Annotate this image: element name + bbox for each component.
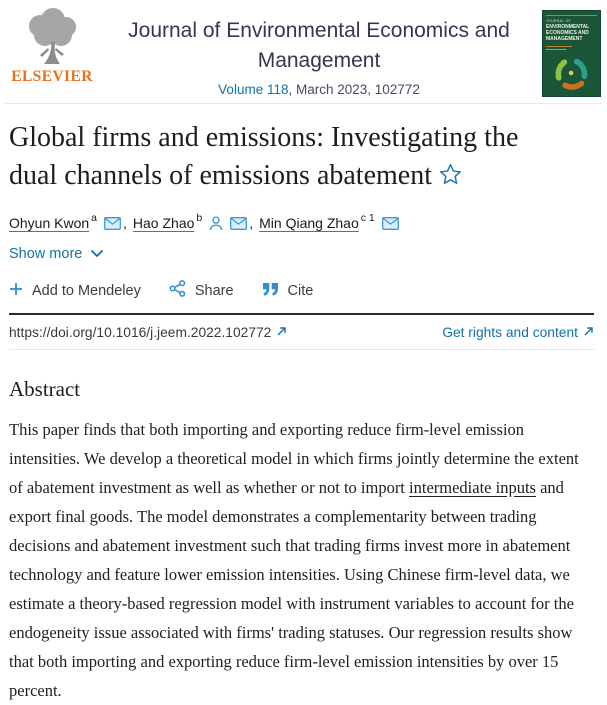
person-icon xyxy=(209,215,223,231)
toolbar-divider xyxy=(9,313,594,315)
author-name-link[interactable]: Ohyun Kwon xyxy=(9,215,90,231)
email-envelope-icon[interactable] xyxy=(381,216,399,230)
get-rights-label: Get rights and content xyxy=(442,325,578,340)
cover-editor-line-1 xyxy=(546,46,572,47)
elsevier-wordmark: ELSEVIER xyxy=(11,68,93,85)
volume-link[interactable]: Volume 118 xyxy=(218,82,289,97)
elsevier-logo[interactable]: ELSEVIER xyxy=(8,8,96,86)
cite-quote-icon xyxy=(262,282,279,300)
author-separator: , xyxy=(123,215,127,231)
abstract-paragraph: This paper finds that both importing and… xyxy=(9,415,594,705)
author-entry: Hao Zhao b xyxy=(132,212,248,231)
get-rights-link[interactable]: Get rights and content xyxy=(442,325,594,340)
share-button[interactable]: Share xyxy=(169,280,234,301)
share-icon xyxy=(169,280,186,301)
footnote-star-icon[interactable] xyxy=(438,160,463,198)
email-envelope-icon[interactable] xyxy=(104,216,121,230)
journal-title-link[interactable]: Journal of Environmental Economics and M… xyxy=(128,19,510,72)
recycle-graphic-icon xyxy=(546,50,597,92)
intermediate-inputs-link[interactable]: intermediate inputs xyxy=(409,478,536,497)
cite-button[interactable]: Cite xyxy=(262,282,314,300)
abstract-heading: Abstract xyxy=(9,377,81,401)
doi-text: https://doi.org/10.1016/j.jeem.2022.1027… xyxy=(9,325,272,340)
cover-top-line xyxy=(546,15,597,16)
cover-journal-line: JOURNAL OF xyxy=(546,19,572,23)
journal-cover-thumbnail[interactable]: JOURNAL OF ENVIRONMENTAL ECONOMICS AND M… xyxy=(542,10,601,97)
author-list: Ohyun Kwon a , Hao Zhao b , Min Qiang Zhao… xyxy=(9,212,594,231)
article-main: Global firms and emissions: Investigatin… xyxy=(0,119,607,705)
email-envelope-icon[interactable] xyxy=(230,216,248,230)
author-affiliation-sup: b xyxy=(196,212,203,224)
author-entry: Ohyun Kwon a xyxy=(9,212,121,231)
show-more-label: Show more xyxy=(9,246,83,262)
article-title: Global firms and emissions: Investigatin… xyxy=(9,119,561,198)
elsevier-tree-icon xyxy=(8,8,96,70)
chevron-down-icon xyxy=(90,246,104,262)
add-to-mendeley-label: Add to Mendeley xyxy=(32,282,141,299)
abstract-text-after: and export final goods. The model demons… xyxy=(9,478,574,700)
cite-label: Cite xyxy=(287,282,314,299)
issue-line: Volume 118, March 2023, 102772 xyxy=(106,82,532,97)
cover-title: ENVIRONMENTAL ECONOMICS AND MANAGEMENT xyxy=(546,24,590,42)
author-entry: Min Qiang Zhao c 1 xyxy=(259,212,399,231)
author-separator: , xyxy=(249,215,254,231)
cover-editor-line-2 xyxy=(546,49,566,50)
plus-icon xyxy=(9,282,23,300)
external-link-icon xyxy=(276,325,287,340)
action-toolbar: Add to Mendeley Share Cite xyxy=(9,280,594,301)
add-to-mendeley-button[interactable]: Add to Mendeley xyxy=(9,282,141,300)
doi-divider xyxy=(9,349,594,350)
issue-info: , March 2023, 102772 xyxy=(288,82,420,97)
doi-row: https://doi.org/10.1016/j.jeem.2022.1027… xyxy=(9,315,594,349)
share-label: Share xyxy=(194,282,234,299)
author-name-link[interactable]: Hao Zhao xyxy=(132,215,195,231)
author-affiliation-sup: c 1 xyxy=(360,212,375,224)
journal-header: ELSEVIER Journal of Environmental Econom… xyxy=(0,0,607,103)
author-name-link[interactable]: Min Qiang Zhao xyxy=(259,215,359,231)
header-divider xyxy=(5,103,602,104)
author-affiliation-sup: a xyxy=(91,212,98,224)
abstract-text-before: This paper finds that both importing and… xyxy=(9,420,579,497)
doi-link[interactable]: https://doi.org/10.1016/j.jeem.2022.1027… xyxy=(9,325,287,340)
journal-title-block: Journal of Environmental Economics and M… xyxy=(96,8,542,97)
show-more-button[interactable]: Show more xyxy=(9,246,104,262)
external-link-icon xyxy=(583,325,594,340)
